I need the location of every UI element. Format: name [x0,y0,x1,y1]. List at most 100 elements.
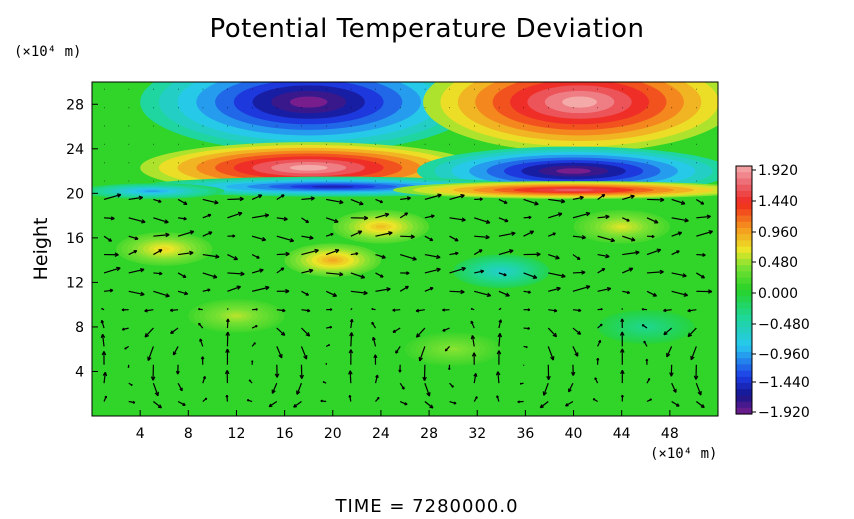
wind-vector-head [509,249,514,254]
wind-vector [252,214,269,219]
wind-vector [671,250,680,256]
colorbar-segment [736,203,752,210]
wind-vector-head [392,329,396,333]
wind-vector-head [577,330,582,335]
wind-vector-head [485,219,491,224]
wind-vector [276,253,290,256]
wind-vector-head [334,248,340,254]
wind-vector-head [525,345,528,349]
wind-vector [671,401,680,407]
wind-vector [671,382,677,393]
wind-vector-head [355,252,359,256]
wind-vector-head [700,404,705,409]
wind-vector-head [384,212,390,218]
wind-vector-head [497,333,503,338]
colorbar-segment [736,190,752,198]
wind-vector-head [460,289,465,295]
wind-vector [301,269,314,274]
wind-vector-head [202,376,206,379]
wind-vector-head [470,307,473,310]
wind-vector [548,287,561,292]
wind-vector-head [189,250,194,256]
wind-vector [375,253,386,259]
wind-vector-head [157,404,162,409]
x-tick-label: 48 [661,426,679,442]
wind-vector [301,235,314,239]
wind-vector [671,231,682,237]
wind-vector-head [550,356,555,361]
wind-vector [471,335,475,347]
wind-vector-head [233,256,239,261]
wind-vector [153,249,163,256]
wind-vector-head [138,195,144,201]
wind-vector-head [348,370,353,375]
wind-vector [666,346,673,358]
wind-vector [177,290,188,295]
wind-vector [276,267,285,274]
wind-vector [572,212,590,219]
wind-vector-head [398,369,402,373]
wind-vector-head [299,374,305,379]
wind-vector [103,289,114,292]
wind-vector-head [418,356,423,362]
colorbar-segment [736,321,752,328]
colorbar-label: 0.000 [758,286,798,302]
wind-vector-head [478,249,483,253]
wind-vector-head [672,388,677,393]
colorbar-segment [736,314,752,322]
wind-vector-head [546,375,551,381]
wind-vector [696,253,706,256]
wind-vector-head [528,290,531,294]
band-right-band [553,189,594,191]
wind-vector-head [415,308,420,313]
wind-vector-head [660,197,665,203]
wind-vector-head [328,344,331,347]
colorbar-segment [736,197,752,204]
colorbar-segment [736,333,752,341]
wind-vector-head [570,371,576,376]
wind-vector [597,235,615,242]
wind-vector-head [159,271,163,276]
wind-vector-head [581,235,586,240]
wind-vector-head [150,376,156,381]
wind-vector-head [305,292,310,296]
wind-vector-head [381,254,386,259]
wind-vector-head [320,399,323,403]
wind-vector [663,327,673,336]
wind-vector [268,401,278,408]
wind-vector [498,290,510,297]
wind-vector-head [360,274,366,279]
wind-vector-head [669,372,674,377]
wind-vector [177,198,188,205]
wind-vector [622,251,640,256]
wind-vector-head [305,219,310,224]
wind-vector [646,217,659,224]
colorbar-segment [736,308,752,316]
colorbar-segment [736,389,752,396]
wind-vector [326,198,344,204]
wind-vector-head [605,253,610,259]
wind-vector-head [436,254,441,260]
colorbar-segment [736,296,752,303]
wind-vector-head [649,398,653,401]
wind-vector-head [579,195,584,200]
wind-vector [301,249,319,256]
wind-vector [177,217,187,220]
wind-vector-head [645,358,649,362]
wind-vector-head [677,231,683,236]
wind-vector-head [259,268,264,273]
plot-frame [91,81,719,417]
colorbar-segment [736,302,752,310]
wind-vector-head [282,308,286,313]
wind-vector-head [239,196,244,202]
wind-vector-head [280,267,285,271]
wind-vector-head [555,255,560,260]
band-edge-band [144,190,161,192]
colorbar-label: −1.440 [758,375,810,391]
wind-vector-head [620,348,625,353]
wind-vector-head [371,307,374,311]
wind-vector [474,290,491,297]
wind-vector [202,272,218,279]
colorbar-segment [736,228,752,235]
wind-vector [498,249,514,256]
